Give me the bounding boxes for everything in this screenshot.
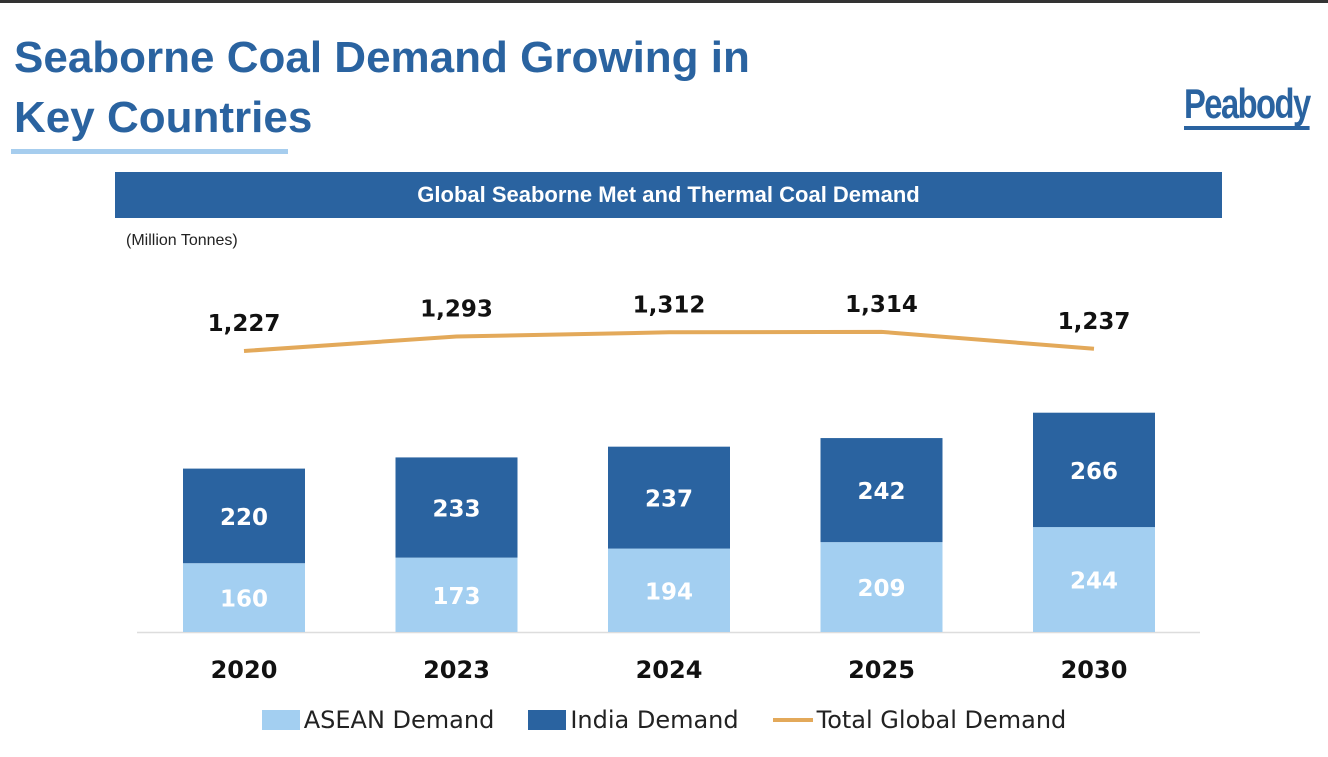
data-label-total: 1,227 — [208, 311, 281, 337]
title-line-2: Key Countries — [14, 93, 313, 142]
data-label-india: 237 — [645, 487, 693, 513]
bar-asean — [820, 542, 943, 632]
data-label-total: 1,237 — [1058, 309, 1131, 335]
data-label-total: 1,312 — [633, 292, 706, 318]
legend-item-total: Total Global Demand — [772, 706, 1067, 734]
x-tick-label: 2020 — [211, 656, 278, 684]
bar-india — [820, 438, 943, 543]
legend-label: ASEAN Demand — [303, 706, 495, 734]
legend-swatch — [261, 710, 300, 730]
x-tick-label: 2025 — [848, 656, 915, 684]
unit-label: (Million Tonnes) — [126, 232, 238, 249]
bar-asean — [395, 557, 518, 632]
data-label-asean: 173 — [432, 584, 480, 610]
data-label-total: 1,314 — [845, 292, 918, 318]
bar-asean — [1033, 527, 1155, 632]
data-label-asean: 209 — [857, 576, 905, 602]
data-label-total: 1,293 — [420, 296, 493, 322]
bar-india — [608, 446, 730, 549]
x-tick-label: 2024 — [636, 656, 703, 684]
title-line-1: Seaborne Coal Demand Growing in — [14, 33, 750, 82]
legend-label: India Demand — [570, 706, 739, 734]
bar-asean — [183, 563, 305, 632]
chart-title: Global Seaborne Met and Thermal Coal Dem… — [115, 172, 1222, 218]
data-label-india: 233 — [432, 497, 480, 523]
data-label-india: 242 — [857, 479, 905, 505]
x-tick-label: 2023 — [423, 656, 490, 684]
title-underline — [11, 149, 288, 154]
data-label-asean: 244 — [1070, 569, 1118, 595]
bar-india — [1033, 412, 1155, 528]
x-tick-label: 2030 — [1061, 656, 1128, 684]
legend-item-india: India Demand — [528, 706, 739, 734]
data-label-asean: 194 — [645, 579, 693, 605]
bar-india — [395, 457, 518, 558]
line-total-global-demand — [243, 329, 1095, 353]
bar-india — [183, 468, 305, 564]
legend-swatch — [528, 710, 567, 730]
legend: ASEAN Demand India Demand Total Global D… — [0, 706, 1328, 734]
legend-line — [772, 718, 813, 722]
page-title: Seaborne Coal Demand Growing in Key Coun… — [14, 28, 750, 148]
data-label-india: 220 — [220, 505, 268, 531]
data-label-india: 266 — [1070, 459, 1118, 485]
peabody-logo: Peabody — [1184, 82, 1311, 130]
bar-asean — [608, 548, 730, 632]
top-bar — [0, 0, 1328, 3]
legend-label: Total Global Demand — [816, 706, 1067, 734]
data-label-asean: 160 — [220, 587, 268, 613]
legend-item-asean: ASEAN Demand — [261, 706, 495, 734]
